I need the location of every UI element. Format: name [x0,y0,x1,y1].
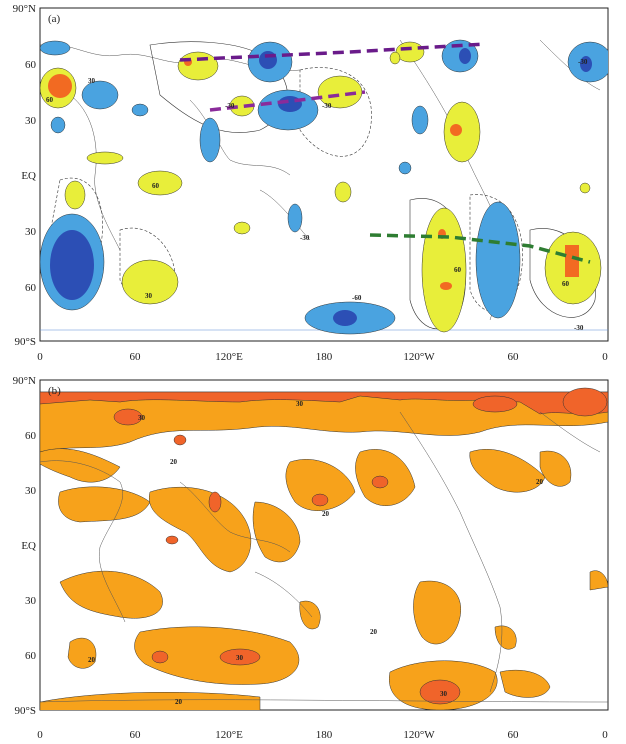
contour-label-a-2: 60 [46,96,54,104]
panel-b-map: 30 30 20 20 20 30 30 20 20 20 (b) 90°N 6… [13,375,609,741]
y-tick-a-4: 30 [25,226,37,238]
panel-b-contour-labels: 30 30 20 20 20 30 30 20 20 20 [88,400,544,706]
panel-label-b: (b) [48,385,61,397]
contour-label-b-5: 20 [536,478,544,486]
y-tick-a-2: 30 [25,115,37,127]
x-tick-b-4: 120°W [403,729,435,741]
x-tick-b-0: 0 [37,729,43,741]
contour-label-a-8: -30 [300,234,310,242]
contour-label-a-6: 60 [454,266,462,274]
panel-a-positive-regions [40,41,602,333]
x-tick-b-6: 0 [602,729,608,741]
y-tick-a-5: 60 [25,282,37,294]
panel-a-map: 30 60 60 -30 -30 60 60 -30 -60 -30 30 -3… [13,3,609,363]
contour-label-a-5: -30 [322,102,332,110]
panel-b-x-axis: 0 60 120°E 180 120°W 60 0 [37,729,608,741]
contour-label-a-11: 30 [145,292,153,300]
y-tick-b-2: 30 [25,485,37,497]
x-tick-b-5: 60 [508,729,520,741]
contour-label-a-4: -30 [225,102,235,110]
panel-b-fields [40,387,608,710]
contour-label-b-1: 30 [296,400,304,408]
contour-label-b-10: 20 [88,656,96,664]
contour-label-a-9: -60 [352,294,362,302]
contour-label-b-9: 20 [175,698,183,706]
panel-b-y-axis: 90°N 60 30 EQ 30 60 90°S [13,375,37,717]
panel-b-strong-regions [40,387,608,705]
y-tick-b-6: 90°S [14,705,36,717]
panel-b: 30 30 20 20 20 30 30 20 20 20 (b) 90°N 6… [0,372,626,744]
y-tick-b-4: 30 [25,595,37,607]
x-tick-a-2: 120°E [215,351,243,363]
panel-label-a: (a) [48,13,61,25]
contour-label-a-3: 60 [152,182,160,190]
x-tick-a-4: 120°W [403,351,435,363]
contour-label-a-12: -30 [574,324,584,332]
x-tick-a-5: 60 [508,351,520,363]
x-tick-b-2: 120°E [215,729,243,741]
panel-b-coastlines [40,411,608,703]
contour-label-b-8: 20 [370,628,378,636]
contour-label-a-10: -30 [578,58,588,66]
panel-a-fields [40,39,608,335]
y-tick-a-1: 60 [25,59,37,71]
y-tick-a-6: 90°S [14,336,36,348]
contour-label-b-7: 30 [440,690,448,698]
panel-a-track-lines [179,42,591,264]
panel-a-y-axis: 90°N 60 30 EQ 30 60 90°S [13,3,37,348]
x-tick-b-3: 180 [316,729,333,741]
contour-label-b-3: 20 [170,458,178,466]
panel-a: 30 60 60 -30 -30 60 60 -30 -60 -30 30 -3… [13,3,609,363]
x-tick-a-1: 60 [130,351,142,363]
panel-a-strong-positive [48,58,579,290]
panel-a-x-axis: 0 60 120°E 180 120°W 60 0 [37,351,608,363]
panel-b-moderate-regions [40,391,608,710]
y-tick-b-5: 60 [25,650,37,662]
contour-label-b-2: 30 [138,414,146,422]
y-tick-a-3: EQ [21,170,36,182]
contour-label-a-7: 60 [562,280,570,288]
y-tick-b-3: EQ [21,540,36,552]
contour-label-a-1: 30 [88,77,96,85]
panel-a-contour-labels: 30 60 60 -30 -30 60 60 -30 -60 -30 30 -3… [46,58,588,332]
panel-a-strong-negative [50,48,592,326]
x-tick-b-1: 60 [130,729,142,741]
y-tick-a-0: 90°N [13,3,36,15]
x-tick-a-0: 0 [37,351,43,363]
x-tick-a-3: 180 [316,351,333,363]
contour-label-b-4: 20 [322,510,330,518]
contour-label-b-6: 30 [236,654,244,662]
x-tick-a-6: 0 [602,351,608,363]
y-tick-b-1: 60 [25,430,37,442]
y-tick-b-0: 90°N [13,375,36,387]
